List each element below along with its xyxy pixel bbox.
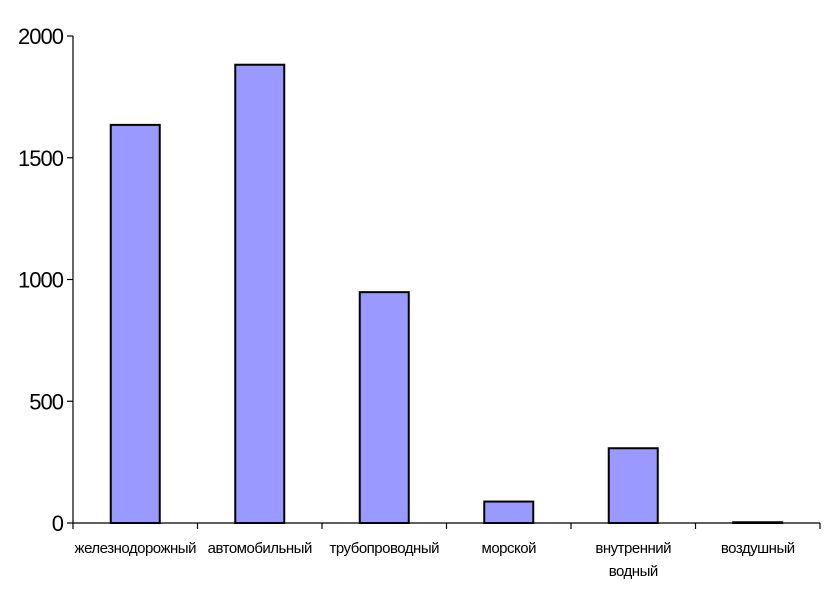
x-category-label-line: автомобильный: [208, 540, 312, 557]
bar: [109, 123, 161, 524]
y-tick-label: 1000: [18, 268, 64, 293]
y-tick-label: 0: [52, 511, 64, 536]
x-category-label-line: внутренний: [595, 540, 671, 557]
x-category-label: железнодорожный: [75, 540, 197, 557]
bar: [483, 500, 535, 524]
x-category-label-line: трубопроводный: [330, 540, 440, 557]
x-category-label: воздушный: [721, 540, 795, 557]
x-category-label-line: морской: [482, 540, 537, 557]
x-category-label-line: воздушный: [721, 540, 795, 557]
x-category-label-line: железнодорожный: [75, 540, 197, 557]
bar: [607, 447, 659, 525]
bars: [109, 63, 784, 525]
y-tick-label: 500: [29, 389, 63, 414]
y-tick-label: 2000: [18, 24, 64, 49]
x-axis: железнодорожный автомобильный трубопроводн…: [72, 522, 821, 580]
y-tick-label: 1500: [18, 146, 64, 171]
bar: [732, 521, 784, 524]
bar: [358, 291, 410, 524]
x-category-label: трубопроводный: [330, 540, 440, 557]
x-category-label: морской: [482, 540, 537, 557]
x-category-label: внутренний водный: [595, 540, 671, 580]
x-category-label-line: водный: [609, 563, 658, 580]
bar: [234, 63, 286, 524]
x-category-label: автомобильный: [208, 540, 312, 557]
y-axis: 0 500 1000 1500 2000: [18, 24, 74, 536]
